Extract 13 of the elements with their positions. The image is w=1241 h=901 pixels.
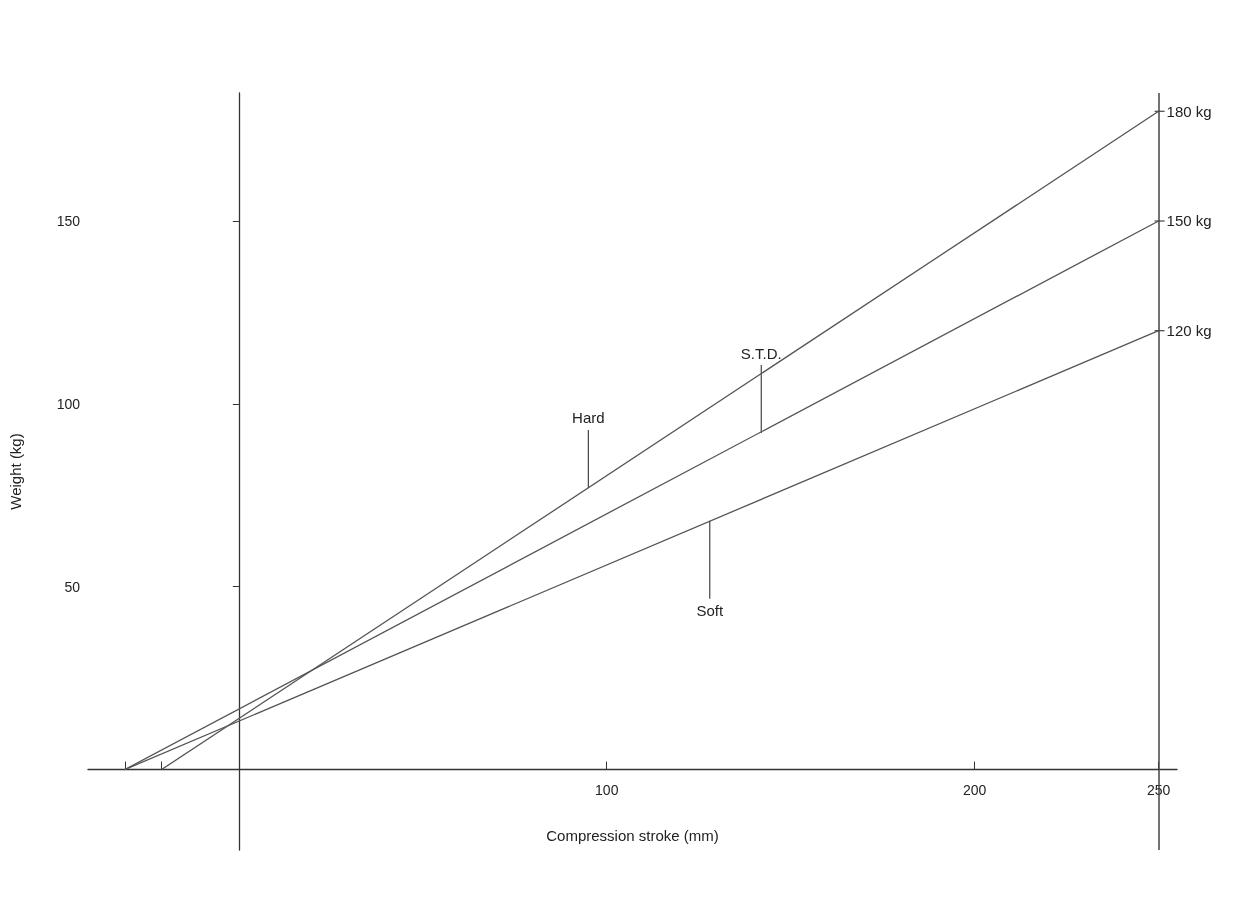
annotation: 120 kg — [1166, 322, 1212, 340]
annotation: Hard — [572, 409, 605, 427]
y-tick-label: 150 — [56, 213, 81, 229]
annotation: 150 kg — [1166, 212, 1212, 230]
x-tick-label: 200 — [962, 782, 987, 799]
y-axis-title: Weight (kg) — [7, 433, 24, 510]
y-tick-label: 100 — [56, 395, 81, 412]
x-tick-label: 100 — [595, 782, 619, 799]
annotation: S.T.D. — [740, 344, 782, 362]
x-axis-title: Compression stroke (mm) — [546, 827, 719, 845]
y-tick-label: 50 — [64, 578, 81, 595]
annotation: 180 kg — [1166, 102, 1212, 120]
annotation: Soft — [696, 602, 724, 620]
